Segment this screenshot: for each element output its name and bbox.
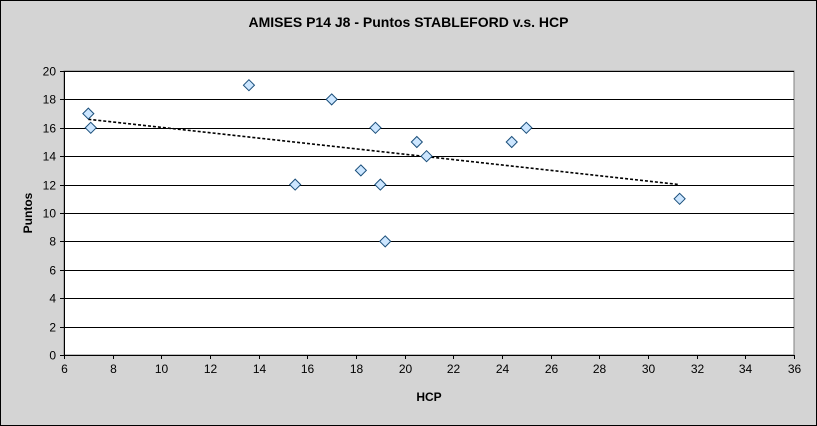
x-tick-label: 20	[399, 362, 413, 376]
data-point	[369, 121, 382, 135]
x-tick-label: 36	[788, 362, 802, 376]
data-point	[673, 192, 686, 206]
x-tick-label: 22	[447, 362, 461, 376]
y-tick-label: 20	[43, 65, 57, 79]
trendline	[88, 118, 680, 186]
x-axis-label: HCP	[416, 390, 442, 404]
y-tick-label: 4	[49, 292, 56, 306]
data-point	[378, 235, 392, 248]
x-tick-label: 6	[61, 362, 68, 376]
x-tick-label: 32	[691, 362, 705, 376]
data-point	[325, 93, 338, 106]
x-tick-label: 30	[642, 362, 656, 376]
y-tick-label: 12	[43, 179, 57, 193]
y-tick-label: 2	[49, 321, 56, 335]
data-point	[82, 107, 95, 120]
data-point	[520, 121, 533, 135]
x-tick-label: 14	[253, 362, 267, 376]
data-point	[374, 178, 387, 191]
y-tick-label: 6	[49, 264, 56, 278]
y-tick-label: 16	[43, 122, 57, 136]
data-point	[410, 135, 424, 149]
y-tick-label: 10	[43, 207, 57, 221]
x-tick-label: 28	[593, 362, 607, 376]
x-tick-label: 34	[739, 362, 753, 376]
x-tick-label: 18	[350, 362, 364, 376]
x-tick-label: 8	[110, 362, 117, 376]
x-tick-label: 26	[545, 362, 559, 376]
x-tick-label: 12	[204, 362, 218, 376]
chart-title: AMISES P14 J8 - Puntos STABLEFORD v.s. H…	[248, 14, 569, 30]
x-tick-label: 10	[155, 362, 169, 376]
y-tick-label: 8	[49, 235, 56, 249]
y-tick-label: 18	[43, 93, 57, 107]
data-point	[354, 164, 368, 177]
x-tick-label: 24	[496, 362, 510, 376]
data-point	[288, 178, 302, 191]
data-point	[242, 78, 256, 92]
y-axis-label: Puntos	[21, 192, 35, 234]
x-tick-label: 16	[301, 362, 315, 376]
data-point	[420, 149, 433, 163]
y-tick-label: 0	[49, 349, 56, 363]
data-point	[505, 135, 518, 149]
data-point	[84, 121, 97, 135]
y-tick-label: 14	[43, 150, 57, 164]
